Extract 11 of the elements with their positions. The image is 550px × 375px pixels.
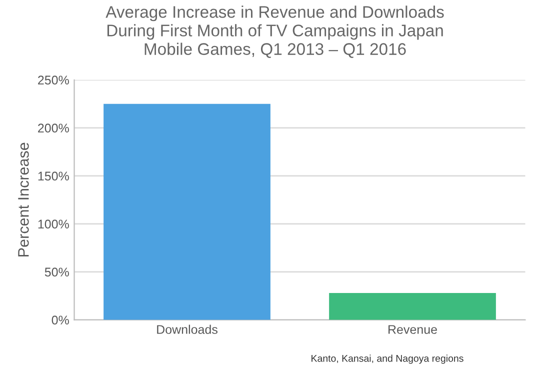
chart-title: Average Increase in Revenue and Downloads During First Month of TV Campaigns in Japan Mobile Games, Q1 2013 – Q1 2016 <box>106 6 444 58</box>
text: Kanto, Kansai, and Nagoya regions <box>312 354 464 364</box>
y-tick-label: 100% <box>38 220 69 229</box>
y-tick-label: 250% <box>38 76 69 85</box>
y-tick-label: 50% <box>44 268 69 277</box>
x-tick-label: Revenue <box>388 325 437 334</box>
y-axis-title: Percent Increase <box>18 142 29 256</box>
y-tick-label: 200% <box>38 124 69 133</box>
y-tick-label: 150% <box>38 172 69 181</box>
x-tick-label: Downloads <box>157 324 218 334</box>
y-tick-label: 0% <box>52 316 69 325</box>
